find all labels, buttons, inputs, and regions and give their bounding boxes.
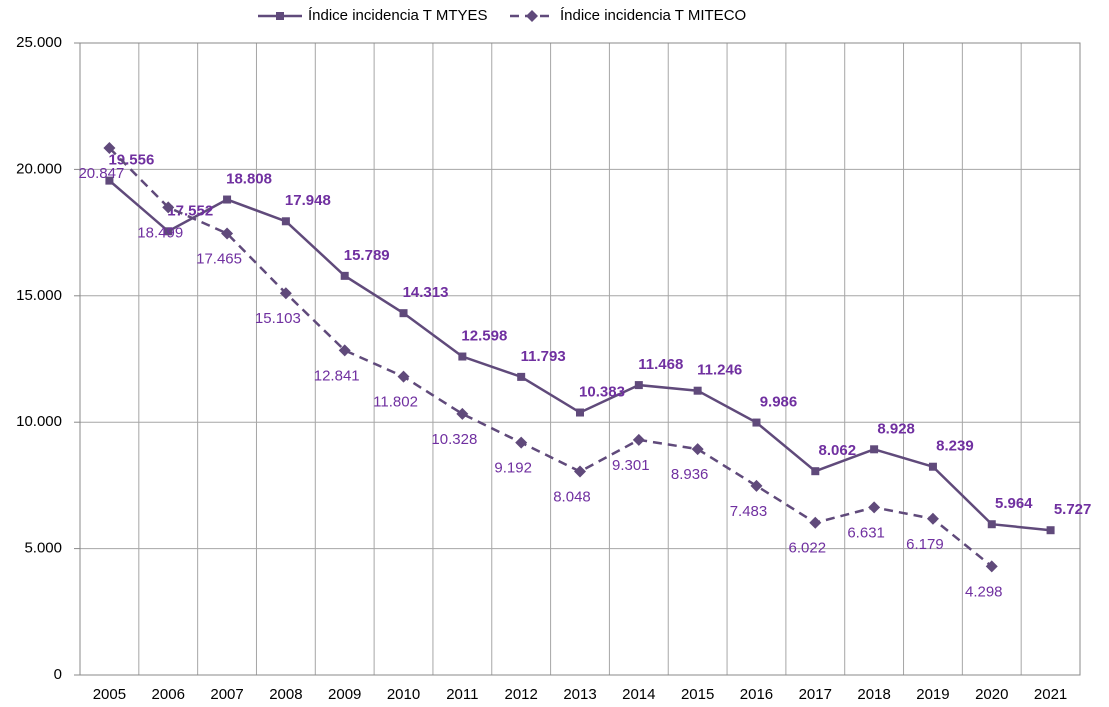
plot-border (79, 42, 1081, 676)
marker (691, 443, 704, 456)
line (108, 147, 993, 568)
x-tick-label: 2020 (975, 686, 1008, 703)
marker (750, 479, 763, 492)
x-tick-label: 2012 (504, 686, 537, 703)
data-label: 9.301 (612, 457, 650, 474)
x-tick-label: 2014 (622, 686, 655, 703)
data-label: 12.598 (461, 327, 507, 344)
data-label: 6.631 (847, 524, 885, 541)
data-label: 7.483 (730, 503, 768, 520)
x-tick-label: 2007 (210, 686, 243, 703)
y-tick-label: 25.000 (16, 34, 62, 51)
data-label: 18.808 (226, 171, 272, 188)
marker (811, 467, 820, 476)
data-label: 20.847 (78, 165, 124, 182)
x-tick-label: 2016 (740, 686, 773, 703)
marker (223, 195, 232, 204)
marker (634, 381, 643, 390)
marker (399, 309, 408, 318)
marker (574, 465, 586, 478)
data-label: 9.192 (494, 460, 532, 477)
marker (456, 407, 469, 420)
marker (105, 176, 114, 185)
y-tick-label: 10.000 (16, 413, 62, 430)
data-label: 11.246 (697, 362, 742, 379)
marker (987, 520, 996, 529)
x-tick-label: 2018 (857, 686, 890, 703)
marker (221, 227, 234, 240)
legend-label: Índice incidencia T MITECO (560, 7, 746, 24)
data-label: 8.062 (819, 442, 857, 459)
marker (515, 436, 528, 449)
data-label: 11.802 (373, 394, 418, 411)
data-label: 4.298 (965, 583, 1003, 600)
marker (526, 10, 538, 22)
marker (164, 227, 173, 236)
data-label: 15.103 (255, 310, 301, 327)
x-tick-label: 2011 (446, 686, 478, 703)
data-label: 17.552 (167, 202, 213, 219)
x-tick-label: 2017 (799, 686, 832, 703)
data-label: 9.986 (760, 394, 798, 411)
data-label: 8.239 (936, 438, 974, 455)
data-label: 18.499 (137, 224, 183, 241)
y-tick-label: 0 (54, 666, 62, 683)
x-tick-label: 2019 (916, 686, 949, 703)
data-label: 8.928 (877, 420, 915, 437)
marker (809, 516, 822, 529)
x-tick-label: 2006 (152, 686, 185, 703)
marker (517, 372, 526, 381)
marker (632, 433, 645, 446)
x-tick-label: 2013 (563, 686, 596, 703)
line (108, 179, 1051, 532)
legend-label: Índice incidencia T MTYES (308, 7, 488, 24)
x-tick-label: 2015 (681, 686, 714, 703)
marker (281, 217, 290, 226)
marker (338, 344, 351, 357)
data-label: 10.383 (579, 383, 625, 400)
y-tick-label: 20.000 (16, 160, 62, 177)
marker (693, 386, 702, 395)
data-label: 19.556 (108, 152, 154, 169)
marker (752, 418, 761, 427)
data-label: 10.328 (431, 431, 477, 448)
data-label: 5.964 (995, 495, 1033, 512)
data-label: 11.793 (521, 348, 566, 365)
data-label: 17.948 (285, 192, 331, 209)
marker (868, 501, 881, 514)
x-tick-label: 2010 (387, 686, 420, 703)
marker (926, 512, 939, 525)
marker (458, 352, 467, 361)
marker (397, 370, 410, 383)
data-label: 8.936 (671, 466, 709, 483)
data-label: 8.048 (553, 489, 591, 506)
y-tick-label: 5.000 (24, 540, 62, 557)
data-label: 15.789 (344, 247, 390, 264)
data-label: 6.179 (906, 536, 944, 553)
marker (276, 12, 284, 20)
marker (870, 445, 879, 454)
data-label: 17.465 (196, 250, 242, 267)
marker (928, 462, 937, 471)
data-label: 5.727 (1054, 501, 1092, 518)
marker (1046, 526, 1055, 535)
x-tick-label: 2021 (1034, 686, 1067, 703)
x-tick-label: 2009 (328, 686, 361, 703)
marker (340, 271, 349, 280)
marker (576, 408, 584, 417)
data-label: 12.841 (314, 367, 360, 384)
data-label: 11.468 (638, 356, 683, 373)
marker (103, 141, 116, 154)
marker (279, 287, 292, 300)
x-tick-label: 2005 (93, 686, 126, 703)
data-label: 14.313 (403, 284, 449, 301)
y-tick-label: 15.000 (16, 287, 62, 304)
marker (162, 201, 175, 214)
x-tick-label: 2008 (269, 686, 302, 703)
data-label: 6.022 (789, 540, 827, 557)
marker (985, 560, 998, 573)
